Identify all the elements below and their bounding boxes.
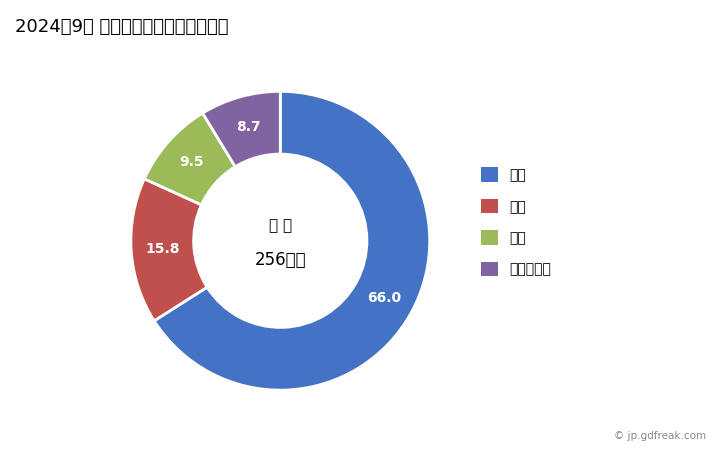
Text: © jp.gdfreak.com: © jp.gdfreak.com: [614, 431, 706, 441]
Text: 総 額: 総 額: [269, 218, 292, 233]
Text: 66.0: 66.0: [367, 291, 401, 305]
Wedge shape: [131, 179, 207, 321]
Text: 2024年9月 輸出相手国のシェア（％）: 2024年9月 輸出相手国のシェア（％）: [15, 18, 228, 36]
Text: 8.7: 8.7: [236, 120, 261, 134]
Text: 9.5: 9.5: [180, 155, 205, 169]
Wedge shape: [202, 91, 280, 167]
Wedge shape: [144, 113, 235, 205]
Wedge shape: [154, 91, 430, 390]
Text: 256万円: 256万円: [255, 251, 306, 269]
Legend: 韓国, 米国, 中国, マレーシア: 韓国, 米国, 中国, マレーシア: [481, 167, 551, 277]
Text: 15.8: 15.8: [146, 242, 180, 256]
